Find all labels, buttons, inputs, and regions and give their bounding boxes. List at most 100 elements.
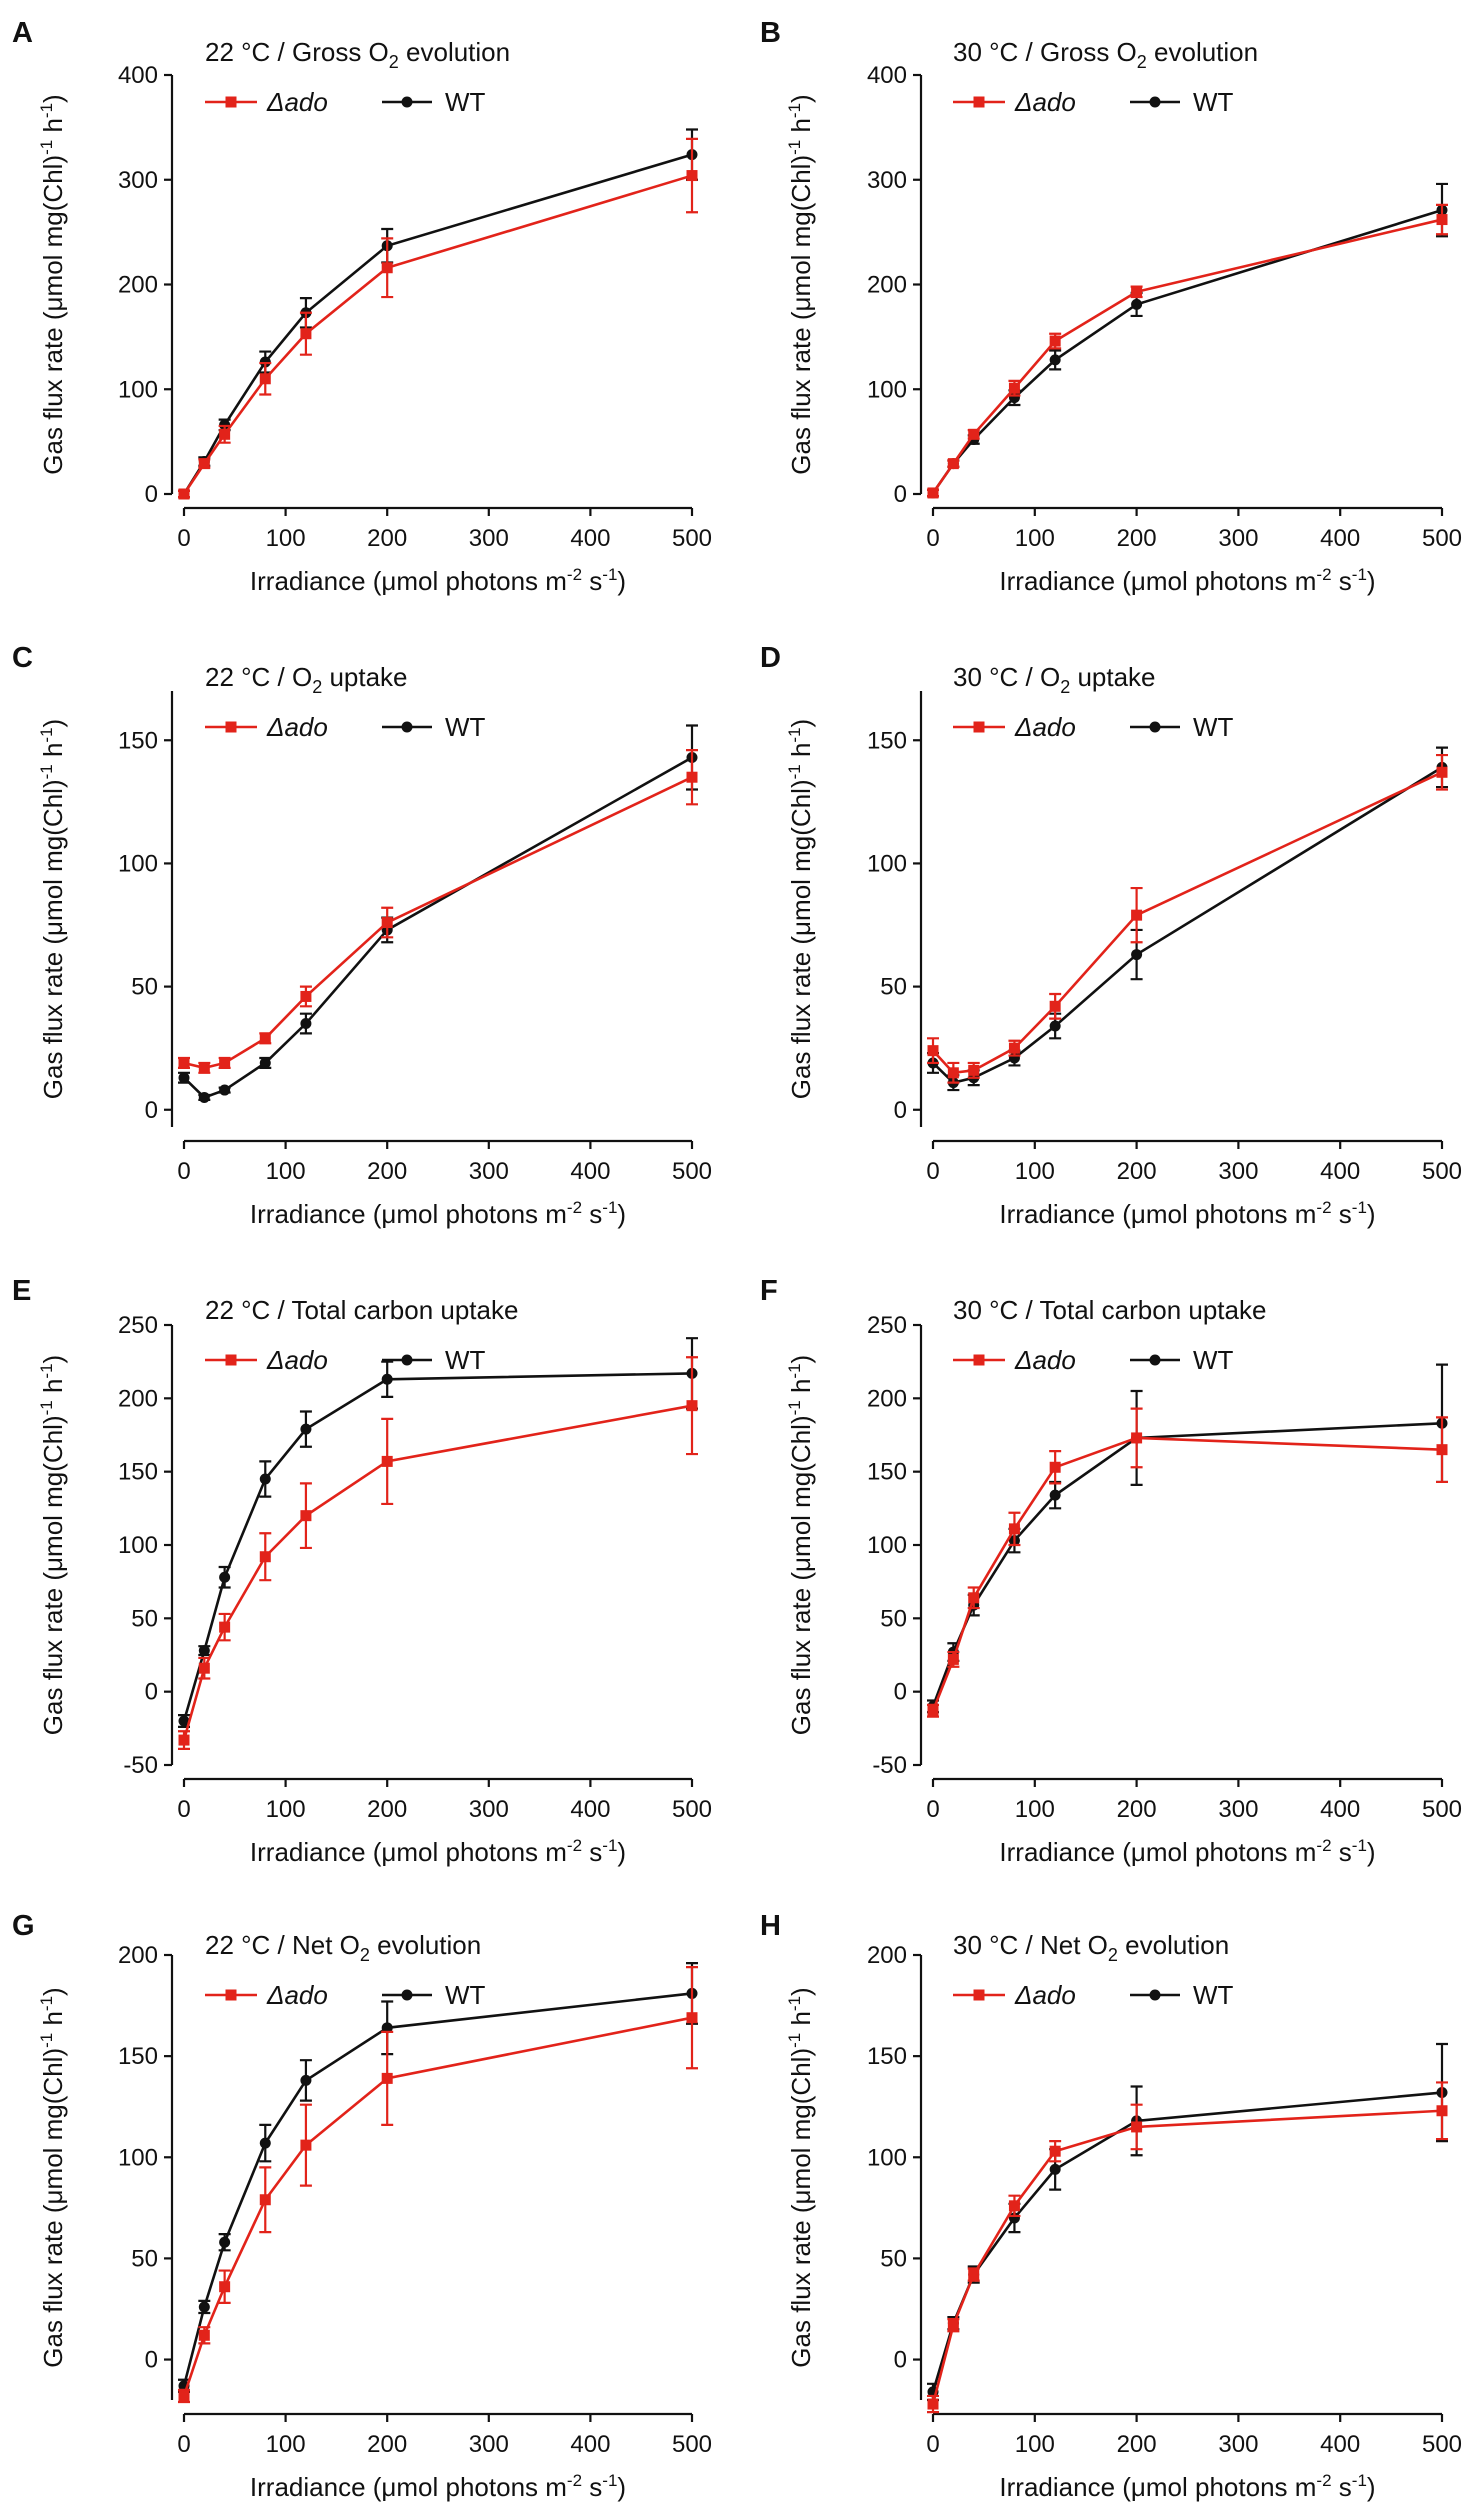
y-tick-label: 150 — [118, 1459, 158, 1486]
legend-marker — [401, 721, 413, 733]
data-point — [198, 1662, 210, 1674]
y-tick-label: 200 — [118, 1942, 158, 1969]
data-point — [1131, 949, 1143, 961]
series-line — [182, 1404, 693, 1741]
x-tick-label: 100 — [266, 1796, 306, 1823]
x-tick-label: 500 — [1422, 2431, 1462, 2458]
y-tick-label: 200 — [118, 1385, 158, 1412]
y-tick-label: 400 — [867, 62, 907, 89]
panel-letter: F — [760, 1275, 778, 1307]
x-tick-label: 300 — [469, 2431, 509, 2458]
x-tick-label: 200 — [1117, 525, 1157, 552]
y-axis-label: Gas flux rate (μmol mg(Chl)-1 h-1) — [785, 1355, 816, 1735]
data-point — [947, 1067, 959, 1079]
legend-label: WT — [445, 712, 486, 742]
legend-item-wt: WT — [382, 87, 486, 117]
data-point — [259, 373, 271, 385]
series-line — [182, 1992, 693, 2387]
y-tick-label: 150 — [118, 2043, 158, 2070]
legend-item-ado: Δado — [205, 87, 328, 117]
series-line — [182, 1372, 693, 1722]
data-point — [1049, 1461, 1061, 1473]
series-line — [182, 153, 693, 495]
x-axis-label: Irradiance (μmol photons m-2 s-1) — [999, 1198, 1375, 1229]
data-point — [686, 170, 698, 182]
data-point — [381, 917, 393, 929]
chart-title: 30 °C / Gross O2 evolution — [953, 37, 1258, 72]
legend-marker — [973, 96, 985, 108]
y-axis-label: Gas flux rate (μmol mg(Chl)-1 h-1) — [785, 94, 816, 474]
data-point — [927, 487, 939, 499]
chart-panel-b: B 30 °C / Gross O2 evolution 0 100 200 300 400… — [760, 17, 1462, 596]
y-axis-label: Gas flux rate (μmol mg(Chl)-1 h-1) — [37, 94, 68, 474]
data-point — [927, 1705, 939, 1717]
x-tick-label: 200 — [367, 1796, 407, 1823]
legend-marker — [225, 96, 237, 108]
data-point — [1008, 2200, 1020, 2212]
legend-marker — [401, 96, 413, 108]
data-point — [300, 328, 312, 340]
y-tick-label: -50 — [123, 1752, 158, 1779]
data-point — [1436, 1444, 1448, 1456]
y-tick-label: 50 — [880, 2245, 907, 2272]
legend-marker — [225, 1354, 237, 1366]
x-tick-label: 400 — [570, 2431, 610, 2458]
y-tick-label: 50 — [880, 1605, 907, 1632]
data-point — [300, 2139, 312, 2151]
chart-title: 22 °C / Net O2 evolution — [205, 1930, 481, 1965]
chart-title: 30 °C / Total carbon uptake — [953, 1295, 1266, 1325]
data-point — [1049, 2163, 1061, 2175]
data-point — [1131, 1432, 1143, 1444]
y-tick-label: 100 — [118, 850, 158, 877]
legend-item-ado: Δado — [953, 712, 1076, 742]
series-line — [931, 2091, 1443, 2393]
data-point — [178, 1072, 190, 1084]
data-point — [968, 2269, 980, 2281]
legend-label: WT — [1193, 87, 1234, 117]
x-axis-label: Irradiance (μmol photons m-2 s-1) — [250, 1198, 626, 1229]
panel-letter: B — [760, 17, 781, 49]
data-point — [198, 1645, 210, 1657]
data-point — [968, 1592, 980, 1604]
x-tick-label: 100 — [1015, 1796, 1055, 1823]
legend-item-ado: Δado — [953, 87, 1076, 117]
data-point — [947, 458, 959, 470]
legend-item-wt: WT — [1130, 87, 1234, 117]
x-tick-label: 100 — [1015, 525, 1055, 552]
data-point — [219, 428, 231, 440]
data-point — [300, 1018, 312, 1030]
data-point — [686, 2012, 698, 2024]
x-tick-label: 0 — [177, 525, 190, 552]
y-axis-label: Gas flux rate (μmol mg(Chl)-1 h-1) — [37, 1355, 68, 1735]
legend-label: Δado — [266, 87, 328, 117]
y-tick-label: 0 — [894, 481, 907, 508]
legend-marker — [973, 1354, 985, 1366]
data-point — [1008, 1042, 1020, 1054]
data-point — [219, 1057, 231, 1069]
y-tick-label: 300 — [118, 167, 158, 194]
data-point — [259, 1473, 271, 1485]
data-point — [198, 458, 210, 470]
data-point — [1049, 1020, 1061, 1032]
series-ado — [178, 749, 698, 1074]
chart-panel-f: F 30 °C / Total carbon uptake -50 0 50 100 150… — [760, 1275, 1462, 1867]
x-tick-label: 500 — [672, 525, 712, 552]
x-tick-label: 400 — [1320, 525, 1360, 552]
panel-letter: C — [12, 642, 33, 674]
series-ado — [927, 203, 1448, 499]
y-tick-label: 300 — [867, 167, 907, 194]
data-point — [219, 1621, 231, 1633]
y-tick-label: 100 — [867, 376, 907, 403]
y-tick-label: 100 — [118, 1532, 158, 1559]
panel-letter: G — [12, 1910, 35, 1942]
x-tick-label: 300 — [469, 1158, 509, 1185]
data-point — [381, 2072, 393, 2084]
legend-item-wt: WT — [382, 712, 486, 742]
x-tick-label: 400 — [1320, 1158, 1360, 1185]
chart-panel-e: E 22 °C / Total carbon uptake -50 0 50 100 150… — [12, 1275, 712, 1867]
x-tick-label: 300 — [1218, 1796, 1258, 1823]
x-tick-label: 100 — [266, 525, 306, 552]
data-point — [300, 2074, 312, 2086]
x-tick-label: 500 — [672, 1158, 712, 1185]
y-tick-label: 100 — [118, 376, 158, 403]
